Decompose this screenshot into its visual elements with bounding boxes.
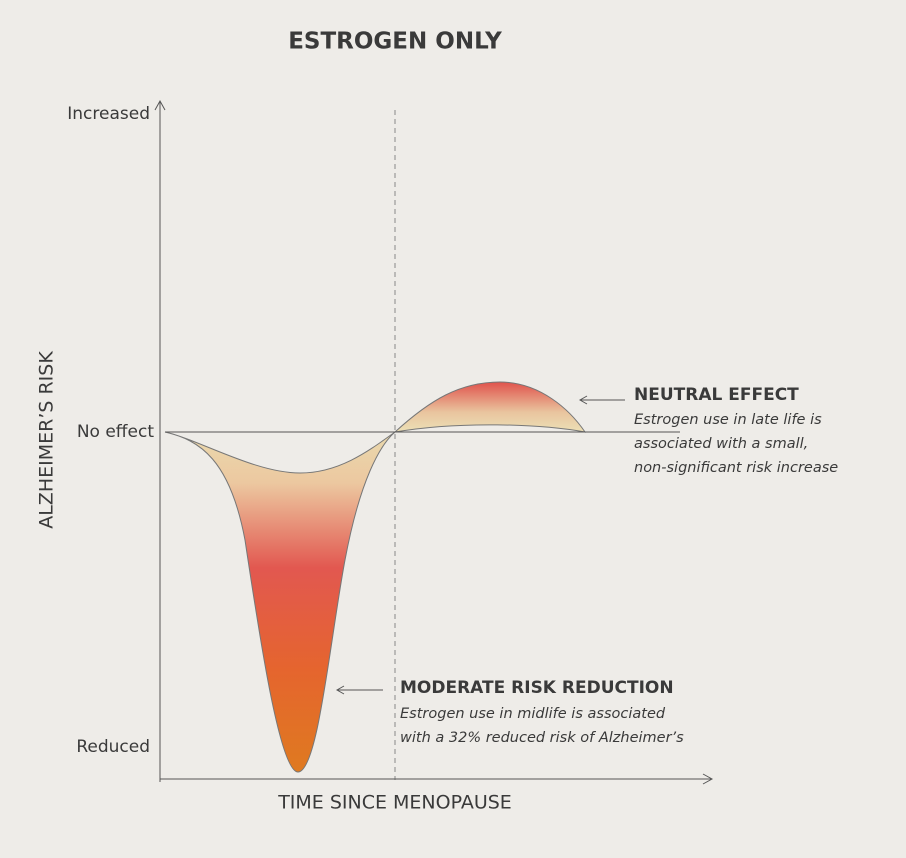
annotation-text: non-significant risk increase <box>634 460 838 476</box>
chart-title: ESTROGEN ONLY <box>288 29 502 55</box>
x-axis-label: TIME SINCE MENOPAUSE <box>277 792 512 814</box>
annotation-text: Estrogen use in late life is <box>634 412 822 428</box>
y-level: No effect <box>77 422 154 442</box>
x-arrow <box>702 773 714 785</box>
y-level: Increased <box>67 104 150 124</box>
y-axis-label: ALZHEIMER’S RISK <box>36 351 58 529</box>
annotation-text: Estrogen use in midlife is associated <box>400 706 666 722</box>
pointer-head <box>335 685 345 695</box>
annotation-text: associated with a small, <box>634 436 808 452</box>
y-level: Reduced <box>76 737 150 757</box>
y-arrow <box>154 99 166 111</box>
pointer-head <box>578 395 588 405</box>
annotation-heading: NEUTRAL EFFECT <box>634 385 799 405</box>
annotation-heading: MODERATE RISK REDUCTION <box>400 678 674 698</box>
reduction-curve <box>164 431 396 773</box>
annotation-text: with a 32% reduced risk of Alzheimer’s <box>400 730 684 746</box>
neutral-curve <box>393 381 587 433</box>
